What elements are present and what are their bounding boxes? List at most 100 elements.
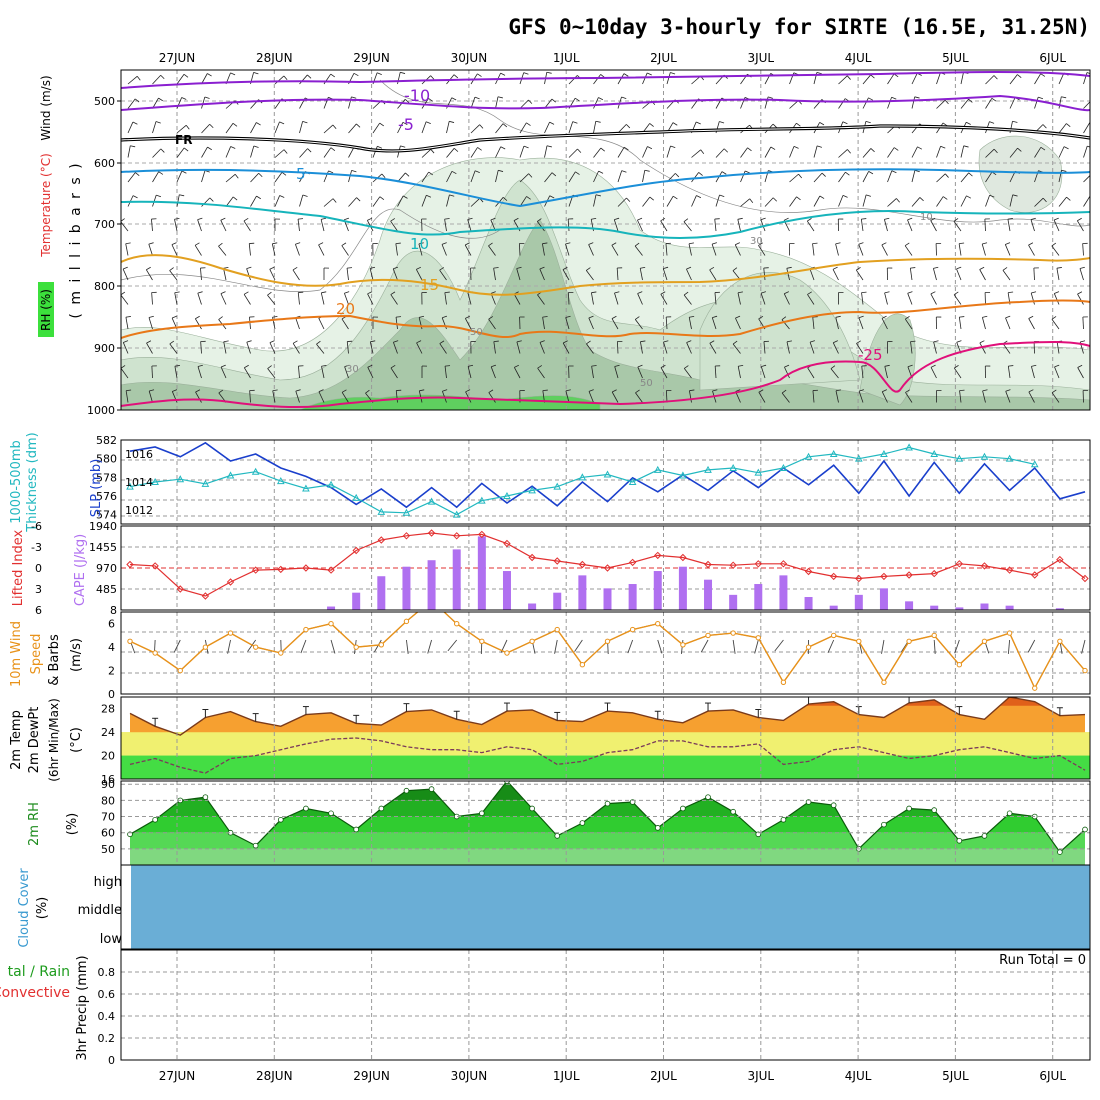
- contour-label: 10: [410, 235, 429, 253]
- wind-barb: [1007, 366, 1011, 379]
- pressure-tick: 900: [94, 342, 115, 355]
- wind-barb-flag: [807, 218, 812, 222]
- wind-barb: [1028, 244, 1035, 256]
- wind-barb-flag: [488, 242, 493, 247]
- chart-title: GFS 0~10day 3-hourly for SIRTE (16.5E, 3…: [508, 15, 1090, 39]
- thickness-point: [779, 463, 788, 471]
- wind-barb-flag: [644, 169, 650, 172]
- rh-ticks: 90 80 70 60 50: [101, 778, 115, 856]
- wind-barb-flag: [441, 242, 447, 245]
- wind-barb-flag: [647, 72, 652, 76]
- wind-barb-flag: [796, 122, 801, 127]
- wind-barb: [887, 97, 892, 109]
- wind-barb: [786, 268, 790, 281]
- wind-barb-flag: [465, 315, 471, 319]
- wind-barb: [1058, 123, 1067, 134]
- wind-barb: [911, 170, 916, 183]
- wind-barb: [519, 99, 529, 109]
- wind-barb: [907, 219, 913, 232]
- wind-barb: [1034, 96, 1039, 109]
- wind-barb: [911, 73, 918, 85]
- wind-barb-flag: [856, 340, 861, 344]
- temp-tick: 16: [101, 773, 115, 786]
- wind-barb: [862, 194, 867, 207]
- temperature-contour: [121, 94, 1090, 112]
- wind-barb-flag: [539, 340, 545, 343]
- wind-barb-flag: [963, 145, 969, 148]
- wind-barb: [446, 121, 450, 134]
- wind-barb: [297, 219, 300, 232]
- wind-barb: [715, 148, 725, 158]
- wind-barb-flag: [1030, 217, 1036, 220]
- wind-barb-flag: [870, 148, 875, 153]
- wind-barb: [758, 392, 766, 403]
- wind-barb-flag: [1042, 197, 1047, 203]
- wind-barb: [225, 123, 234, 134]
- wind-barb: [666, 145, 671, 158]
- wind-barb: [714, 292, 717, 305]
- wind-barb: [1009, 194, 1014, 207]
- lifted-index-point: [377, 536, 386, 544]
- wind-barb-flag: [474, 96, 480, 100]
- wind-barb: [1058, 196, 1067, 207]
- precip-panel: 0.8 0.6 0.4 0.2 0 Run Total = 0 tal / Rain C…: [0, 949, 1091, 1067]
- wind-barb: [637, 293, 643, 305]
- wind-speed-point: [303, 626, 309, 633]
- wind-barb-flag: [1005, 242, 1011, 245]
- wind-barb: [904, 245, 913, 256]
- wind-barb-flag: [904, 242, 910, 247]
- wind-barb: [174, 219, 178, 232]
- wind-barb: [1076, 220, 1084, 232]
- wind-barb: [813, 172, 823, 183]
- wind-barb: [194, 318, 202, 330]
- wind-barb-flag: [428, 171, 434, 176]
- wind-barb: [470, 124, 480, 134]
- wind-barb-flag: [760, 217, 766, 221]
- cape-tick: 1940: [89, 520, 117, 533]
- surface-wind-barb: [1007, 639, 1011, 654]
- wind-barb: [958, 243, 962, 256]
- wind-barb-flag: [267, 291, 272, 296]
- wind-barb: [565, 243, 570, 256]
- wind-barb-flag: [562, 340, 568, 344]
- cape-bar: [427, 560, 436, 610]
- wind-barb-flag: [243, 291, 249, 295]
- wind-barb-flag: [572, 121, 578, 124]
- wind-barb-flag: [467, 217, 473, 220]
- rh-legend-swatch: [38, 282, 54, 337]
- thickness-point: [804, 452, 813, 460]
- thickness-point: [704, 465, 712, 473]
- wind-barb: [936, 72, 941, 85]
- wind-barb-flag: [611, 242, 617, 246]
- wind-barb-flag: [243, 217, 249, 222]
- wind-barb: [763, 268, 766, 281]
- rh-band: [130, 832, 1085, 849]
- wind-barb-flag: [523, 145, 529, 149]
- wind-barb: [495, 170, 499, 183]
- surface-wind-barb: [827, 639, 835, 653]
- wind-barb: [220, 366, 227, 379]
- wind-barb: [121, 294, 129, 305]
- wind-barb-flag: [367, 291, 373, 295]
- wind-barb: [220, 293, 227, 305]
- wind-barb-flag: [126, 389, 132, 392]
- thickness-point: [1005, 454, 1014, 462]
- wind-barb: [985, 148, 995, 158]
- wind-barb: [250, 122, 257, 134]
- wind-barb: [930, 220, 937, 232]
- wind-barb-flag: [626, 197, 631, 202]
- wind-barb-flag: [1056, 267, 1062, 269]
- wind-barb: [1056, 268, 1060, 281]
- wind-barb: [397, 172, 406, 183]
- wind-barb-flag: [861, 218, 867, 220]
- wind-barb-flag: [670, 72, 676, 75]
- wind-barb: [616, 341, 619, 354]
- wind-barb-flag: [269, 266, 275, 270]
- slp-thickness-panel: 582 580 578 576 574 1016 1014 1012 1000-500mb T…: [9, 432, 1091, 533]
- wind-barb: [732, 343, 741, 354]
- rh-point: [428, 786, 435, 792]
- wind-barb: [421, 98, 429, 109]
- wind-barb: [740, 147, 748, 158]
- wind-barb-flag: [910, 267, 916, 269]
- wind-barb-flag: [930, 217, 936, 221]
